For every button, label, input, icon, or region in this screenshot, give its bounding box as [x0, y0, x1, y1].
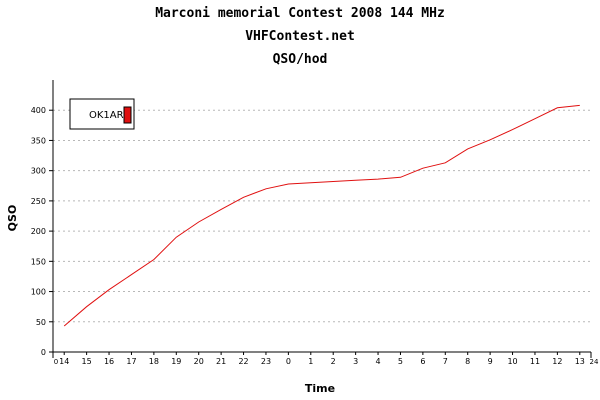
- x-tick-label: 24: [590, 358, 599, 366]
- x-tick-label: 18: [149, 357, 159, 366]
- x-tick-label: 3: [353, 357, 358, 366]
- x-tick-label: 8: [465, 357, 470, 366]
- y-tick-label: 300: [31, 167, 46, 176]
- y-tick-label: 50: [36, 318, 46, 327]
- y-tick-label: 100: [31, 288, 46, 297]
- x-tick-label: 15: [82, 357, 92, 366]
- legend: OK1AR: [69, 98, 135, 130]
- x-tick-label: 2: [331, 357, 336, 366]
- grid-lines: [53, 109, 591, 323]
- x-tick-label: 21: [216, 357, 226, 366]
- y-tick-label: 250: [31, 197, 46, 206]
- y-tick-label: 150: [31, 257, 46, 266]
- x-tick-label: 7: [443, 357, 448, 366]
- chart-unit: QSO/hod: [272, 52, 328, 67]
- x-tick-label: 6: [420, 357, 425, 366]
- x-tick-label: 4: [375, 357, 380, 366]
- x-tick-label: 16: [104, 357, 114, 366]
- x-axis-ticks: 0 14 15 16 17 18 19 20 21 22 23 0 1 2 3 4 5 6 7 8 9 10 11 12 13 2…: [52, 352, 599, 366]
- x-tick-label: 22: [238, 357, 248, 366]
- x-tick-label: 17: [126, 357, 136, 366]
- x-tick-label: 0: [54, 358, 58, 366]
- x-tick-label: 9: [488, 357, 493, 366]
- x-tick-label: 23: [261, 357, 271, 366]
- x-tick-label: 13: [575, 357, 585, 366]
- legend-swatch: [123, 106, 132, 124]
- y-tick-label: 400: [31, 106, 46, 115]
- y-tick-label: 200: [31, 227, 46, 236]
- x-tick-label: 10: [507, 357, 517, 366]
- series-line: [63, 104, 580, 327]
- y-tick-label: 0: [41, 348, 46, 357]
- x-tick-label: 5: [398, 357, 403, 366]
- chart-subtitle: VHFContest.net: [245, 29, 355, 44]
- x-tick-label: 1: [308, 357, 313, 366]
- y-axis-label: QSO: [6, 205, 19, 232]
- y-axis-ticks: 0 50 100 150 200 250 300 350 400: [31, 106, 53, 357]
- axes: [52, 80, 591, 353]
- x-tick-label: 14: [59, 357, 69, 366]
- series-layer: [63, 104, 580, 327]
- legend-box: [69, 98, 135, 130]
- x-tick-label: 11: [530, 357, 540, 366]
- x-tick-label: 0: [286, 357, 291, 366]
- x-tick-label: 20: [194, 357, 204, 366]
- x-tick-label: 19: [171, 357, 181, 366]
- x-tick-label: 12: [552, 357, 562, 366]
- chart-title: Marconi memorial Contest 2008 144 MHz: [155, 6, 445, 21]
- x-axis-label: Time: [305, 382, 335, 395]
- y-tick-label: 350: [31, 136, 46, 145]
- legend-label: OK1AR: [89, 110, 124, 121]
